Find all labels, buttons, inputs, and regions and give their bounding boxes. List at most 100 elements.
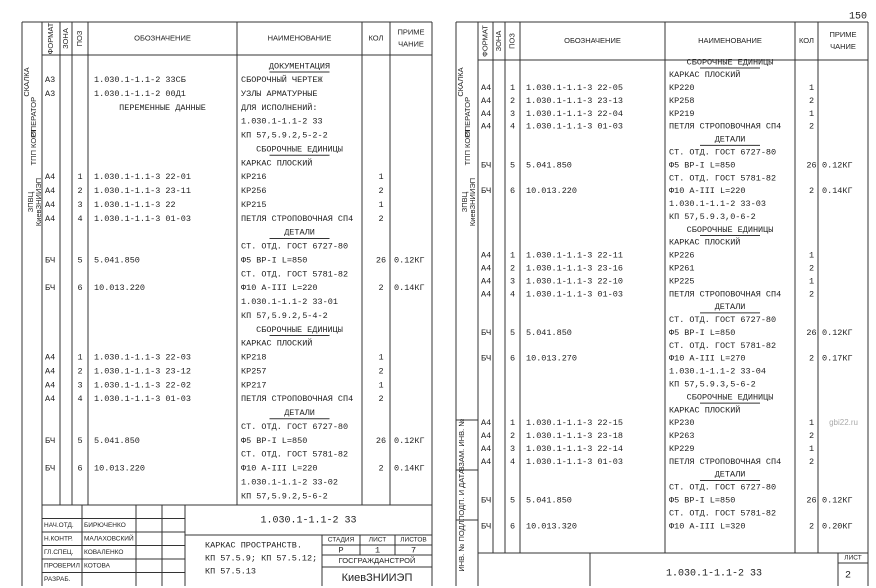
header-designation: ОБОЗНАЧЕНИЕ <box>134 33 191 42</box>
name-cell: КР257 <box>241 366 267 376</box>
stage-value: Р <box>338 545 343 555</box>
header-qty: КОЛ <box>799 36 814 45</box>
name-cell: ПЕТЛЯ СТРОПОВОЧНАЯ СП4 <box>241 214 353 224</box>
name-cell: СТ. ОТД. ГОСТ 5781-82 <box>669 508 776 518</box>
qty-cell: 1 <box>809 276 814 286</box>
qty-cell: 2 <box>809 431 814 441</box>
designation-cell: 1.030.1-1.1-3 23-18 <box>526 431 623 441</box>
section-heading: ДЕТАЛИ <box>715 302 746 312</box>
pos-cell: 4 <box>77 214 82 224</box>
doc-name: КАРКАС ПРОСТРАНСТВ. <box>205 540 302 550</box>
format-cell: А4 <box>45 380 55 390</box>
section-heading: СБОРОЧНЫЕ ЕДИНИЦЫ <box>687 392 774 402</box>
format-cell: А4 <box>481 96 491 106</box>
pos-cell: 1 <box>510 251 515 261</box>
note-cell: 0.20КГ <box>822 521 853 531</box>
signature-name: БИРЮЧЕНКО <box>84 522 126 529</box>
qty-cell: 2 <box>809 521 814 531</box>
designation-cell: 1.030.1-1.1-3 01-03 <box>526 457 623 467</box>
qty-cell: 1 <box>378 353 383 363</box>
header-zone: ЗОНА <box>61 28 70 49</box>
side-label: ПОДП. И ДАТА <box>457 469 466 521</box>
format-cell: А4 <box>481 263 491 273</box>
qty-cell: 2 <box>809 186 814 196</box>
format-cell: А4 <box>45 186 55 196</box>
pos-cell: 5 <box>77 436 82 446</box>
doc-name: КП 57.5.9; КП 57.5.12; <box>205 553 317 563</box>
format-cell: А4 <box>481 289 491 299</box>
pos-cell: 3 <box>77 200 82 210</box>
signature-role: РАЗРАБ. <box>44 576 71 583</box>
pos-cell: 6 <box>510 354 515 364</box>
section-heading: СБОРОЧНЫЕ ЕДИНИЦЫ <box>256 144 343 154</box>
side-label: ВЗАМ. ИНВ. № <box>457 419 466 472</box>
note-cell: 0.12КГ <box>822 160 853 170</box>
format-cell: А4 <box>45 200 55 210</box>
name-cell: УЗЛЫ АРМАТУРНЫЕ <box>241 89 318 99</box>
name-cell: СТ. ОТД. ГОСТ 5781-82 <box>669 173 776 183</box>
pos-cell: 1 <box>510 83 515 93</box>
stamp-text: СКАЛКА <box>456 67 465 96</box>
name-cell: КР220 <box>669 83 695 93</box>
designation-cell: 1.030.1-1.1-3 22-11 <box>526 251 623 261</box>
qty-cell: 1 <box>809 418 814 428</box>
qty-cell: 1 <box>809 83 814 93</box>
header-format: ФОРМАТ <box>46 22 55 54</box>
stamp-text: СКАЛКА <box>22 67 31 96</box>
name-cell: Ф10 А-III L=220 <box>241 464 318 474</box>
designation-cell: ПЕРЕМЕННЫЕ ДАННЫЕ <box>119 103 206 113</box>
name-cell: ПЕТЛЯ СТРОПОВОЧНАЯ СП4 <box>669 122 781 132</box>
stamp-text: КиевЗНИИЭП <box>468 178 477 226</box>
qty-cell: 2 <box>809 354 814 364</box>
header-note: ПРИМЕ <box>829 30 856 39</box>
name-cell: ДЛЯ ИСПОЛНЕНИЙ: <box>241 102 318 113</box>
designation-cell: 1.030.1-1.1-3 01-03 <box>526 289 623 299</box>
qty-cell: 1 <box>809 109 814 119</box>
format-cell: БЧ <box>45 255 55 265</box>
designation-cell: 1.030.1-1.1-3 01-03 <box>94 394 191 404</box>
pos-cell: 6 <box>510 186 515 196</box>
designation-cell: 1.030.1-1.1-3 22-14 <box>526 444 623 454</box>
signature-role: ГЛ.СПЕЦ. <box>44 549 74 556</box>
name-cell: СТ. ОТД. ГОСТ 6727-80 <box>669 315 776 325</box>
format-cell: БЧ <box>45 283 55 293</box>
header-name: НАИМЕНОВАНИЕ <box>268 33 332 42</box>
header-designation: ОБОЗНАЧЕНИЕ <box>564 36 621 45</box>
note-cell: 0.14КГ <box>822 186 853 196</box>
name-cell: Ф5 ВР-I L=850 <box>241 436 307 446</box>
format-cell: А4 <box>481 276 491 286</box>
pos-cell: 2 <box>77 366 82 376</box>
name-cell: КР230 <box>669 418 695 428</box>
designation-cell: 5.041.850 <box>94 255 140 265</box>
stamp-text: ТПП КОРТ <box>29 128 38 165</box>
qty-cell: 2 <box>378 214 383 224</box>
name-cell: Ф5 ВР-I L=850 <box>241 255 307 265</box>
header-pos: ПОЗ <box>75 30 84 46</box>
header-format: ФОРМАТ <box>480 25 489 57</box>
note-cell: 0.14КГ <box>394 464 425 474</box>
name-cell: СТ. ОТД. ГОСТ 5781-82 <box>241 450 348 460</box>
section-heading: ДЕТАЛИ <box>715 135 746 145</box>
designation-cell: 1.030.1-1.1-3 22-02 <box>94 380 191 390</box>
doc-name: КП 57.5.13 <box>205 566 256 576</box>
name-cell: КР261 <box>669 263 695 273</box>
designation-cell: 5.041.850 <box>526 160 572 170</box>
name-cell: КАРКАС ПЛОСКИЙ <box>669 237 740 248</box>
qty-cell: 26 <box>376 436 386 446</box>
designation-cell: 10.013.220 <box>94 283 145 293</box>
format-cell: БЧ <box>481 354 491 364</box>
format-cell: БЧ <box>481 495 491 505</box>
pos-cell: 3 <box>510 444 515 454</box>
header-zone: ЗОНА <box>494 31 503 52</box>
page-number: 150 <box>849 12 867 23</box>
designation-cell: 1.030.1-1.1-3 23-11 <box>94 186 191 196</box>
name-cell: КР217 <box>241 380 267 390</box>
name-cell: СТ. ОТД. ГОСТ 6727-80 <box>669 147 776 157</box>
qty-cell: 2 <box>809 457 814 467</box>
name-cell: КР219 <box>669 109 695 119</box>
signature-role: ПРОВЕРИЛ <box>44 562 80 569</box>
designation-cell: 1.030.1-1.1-3 01-03 <box>526 122 623 132</box>
designation-cell: 1.030.1-1.1-3 23-16 <box>526 263 623 273</box>
name-cell: КАРКАС ПЛОСКИЙ <box>669 404 740 415</box>
